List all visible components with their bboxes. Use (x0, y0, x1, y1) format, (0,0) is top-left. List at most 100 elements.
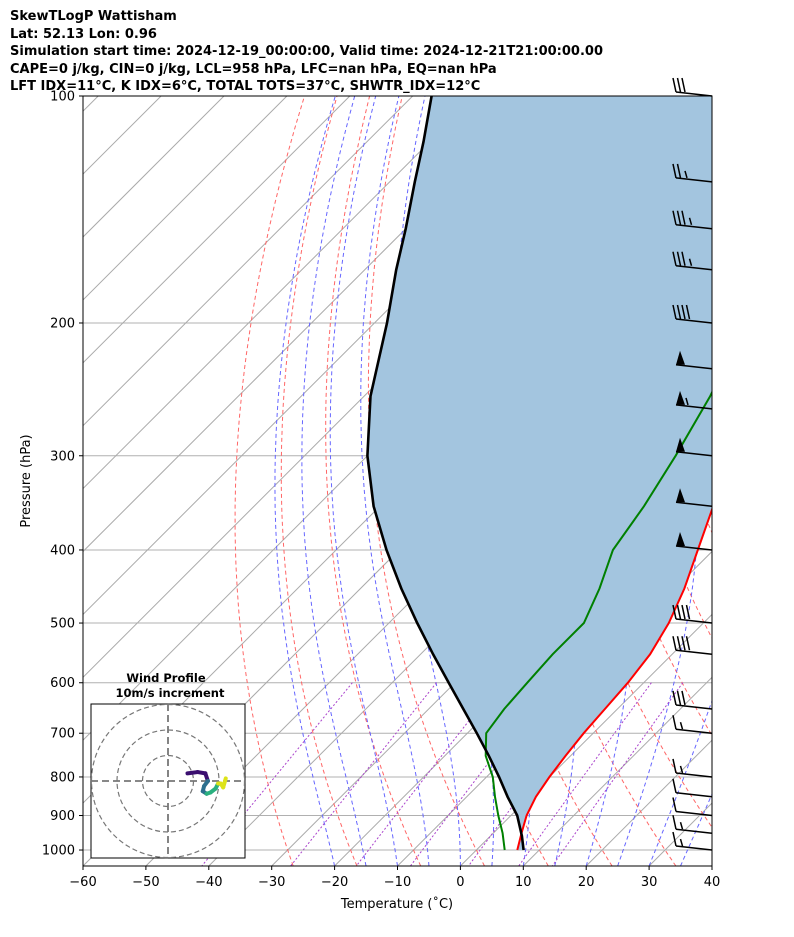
isotherm (83, 96, 414, 427)
barb-flag (676, 437, 685, 452)
mixing-ratio-line (551, 682, 684, 866)
wind-barb (672, 815, 713, 834)
wind-barb (675, 531, 713, 551)
barb-full (681, 690, 686, 706)
y-tick-label: 1000 (42, 844, 75, 859)
barb-staff (675, 224, 713, 230)
mixing-ratio-line (518, 682, 652, 866)
x-tick-label: −40 (195, 875, 222, 890)
barb-full (672, 797, 677, 812)
y-tick-label: 200 (50, 316, 75, 331)
x-tick-label: 30 (641, 875, 658, 890)
dry-adiabat (728, 96, 794, 866)
barb-staff (675, 704, 713, 710)
isotherm (522, 676, 712, 866)
y-tick-label: 600 (50, 676, 75, 691)
temperature-line (516, 506, 712, 851)
dry-adiabat (367, 96, 485, 866)
dry-adiabat (234, 96, 305, 866)
wind-barb (672, 758, 713, 778)
barb-staff (675, 649, 713, 655)
x-tick-label: −30 (258, 875, 285, 890)
x-tick-label: 10 (515, 875, 532, 890)
isotherm (775, 96, 794, 866)
barb-full (672, 77, 677, 93)
x-tick-label: 20 (578, 875, 595, 890)
barb-half (679, 765, 684, 774)
barb-staff (675, 845, 713, 851)
isotherm (83, 96, 288, 301)
barb-staff (675, 792, 713, 798)
barb-full (672, 690, 677, 706)
barb-full (676, 690, 682, 706)
barb-half (688, 217, 693, 225)
wind-barb (675, 350, 713, 370)
barb-staff (675, 318, 713, 324)
barb-full (672, 604, 677, 620)
barb-full (672, 636, 677, 651)
barb-full (676, 163, 682, 179)
y-tick-label: 700 (50, 727, 75, 742)
barb-full (681, 304, 686, 320)
barb-staff (675, 91, 713, 97)
barb-half (679, 838, 684, 847)
barb-full (672, 251, 677, 266)
barb-staff (675, 364, 713, 370)
barb-staff (675, 810, 713, 817)
wind-barb (672, 210, 713, 230)
barb-full (676, 636, 682, 651)
barb-full (685, 304, 691, 320)
wind-barb (675, 437, 713, 457)
barb-full (681, 251, 686, 266)
moist-adiabat (301, 96, 367, 866)
barb-full (685, 604, 691, 620)
barb-half (679, 822, 684, 830)
hodograph-ring (90, 703, 246, 859)
axes: −60 −50 −40 −30 −20 −10 0 10 20 30 40 100 200 300 400 5… (42, 90, 720, 891)
barb-full (681, 77, 686, 93)
barb-staff (675, 545, 713, 551)
barb-full (672, 210, 677, 225)
barb-staff (675, 404, 713, 410)
x-tick-label: −60 (69, 875, 96, 890)
wind-barb (675, 390, 713, 410)
barb-full (672, 778, 677, 793)
moist-adiabat (360, 96, 430, 866)
barb-half (688, 258, 693, 266)
barb-staff (675, 618, 713, 624)
chart-header: SkewTLogP Wattisham Lat: 52.13 Lon: 0.96… (10, 8, 603, 96)
sounding-lines (366, 96, 712, 851)
barb-full (685, 636, 691, 651)
instability-text: CAPE=0 j/kg, CIN=0 j/kg, LCL=958 hPa, LF… (10, 61, 497, 77)
barb-full (681, 604, 686, 620)
barb-full (672, 758, 677, 774)
barb-half (679, 722, 684, 730)
x-tick-label: 0 (456, 875, 464, 890)
wind-barb (672, 831, 713, 851)
index-text: LFT IDX=11°C, K IDX=6°C, TOTAL TOTS=37°C… (10, 79, 481, 94)
y-tick-label: 500 (50, 617, 75, 632)
barb-full (681, 210, 686, 225)
moist-adiabat (711, 864, 712, 866)
chart-title: SkewTLogP Wattisham (10, 9, 177, 24)
dew-point-line (484, 390, 712, 851)
barb-half (684, 170, 688, 179)
wind-barb (672, 251, 713, 271)
x-tick-label: −20 (321, 875, 348, 890)
barb-flag (676, 531, 685, 546)
isotherm (460, 613, 712, 866)
barb-staff (675, 501, 713, 507)
wind-barbs (672, 77, 713, 851)
barb-full (676, 304, 682, 320)
isotherm (83, 96, 351, 364)
dry-adiabat (761, 96, 794, 866)
y-tick-label: 300 (50, 449, 75, 464)
y-tick-label: 900 (50, 809, 75, 824)
wind-barb (672, 77, 713, 97)
x-tick-label: −10 (384, 875, 411, 890)
hodograph-trace (221, 776, 228, 790)
shaded-area (367, 96, 712, 851)
mixing-ratio-line (355, 682, 499, 866)
dry-adiabat (280, 96, 358, 866)
barb-flag (676, 350, 685, 365)
